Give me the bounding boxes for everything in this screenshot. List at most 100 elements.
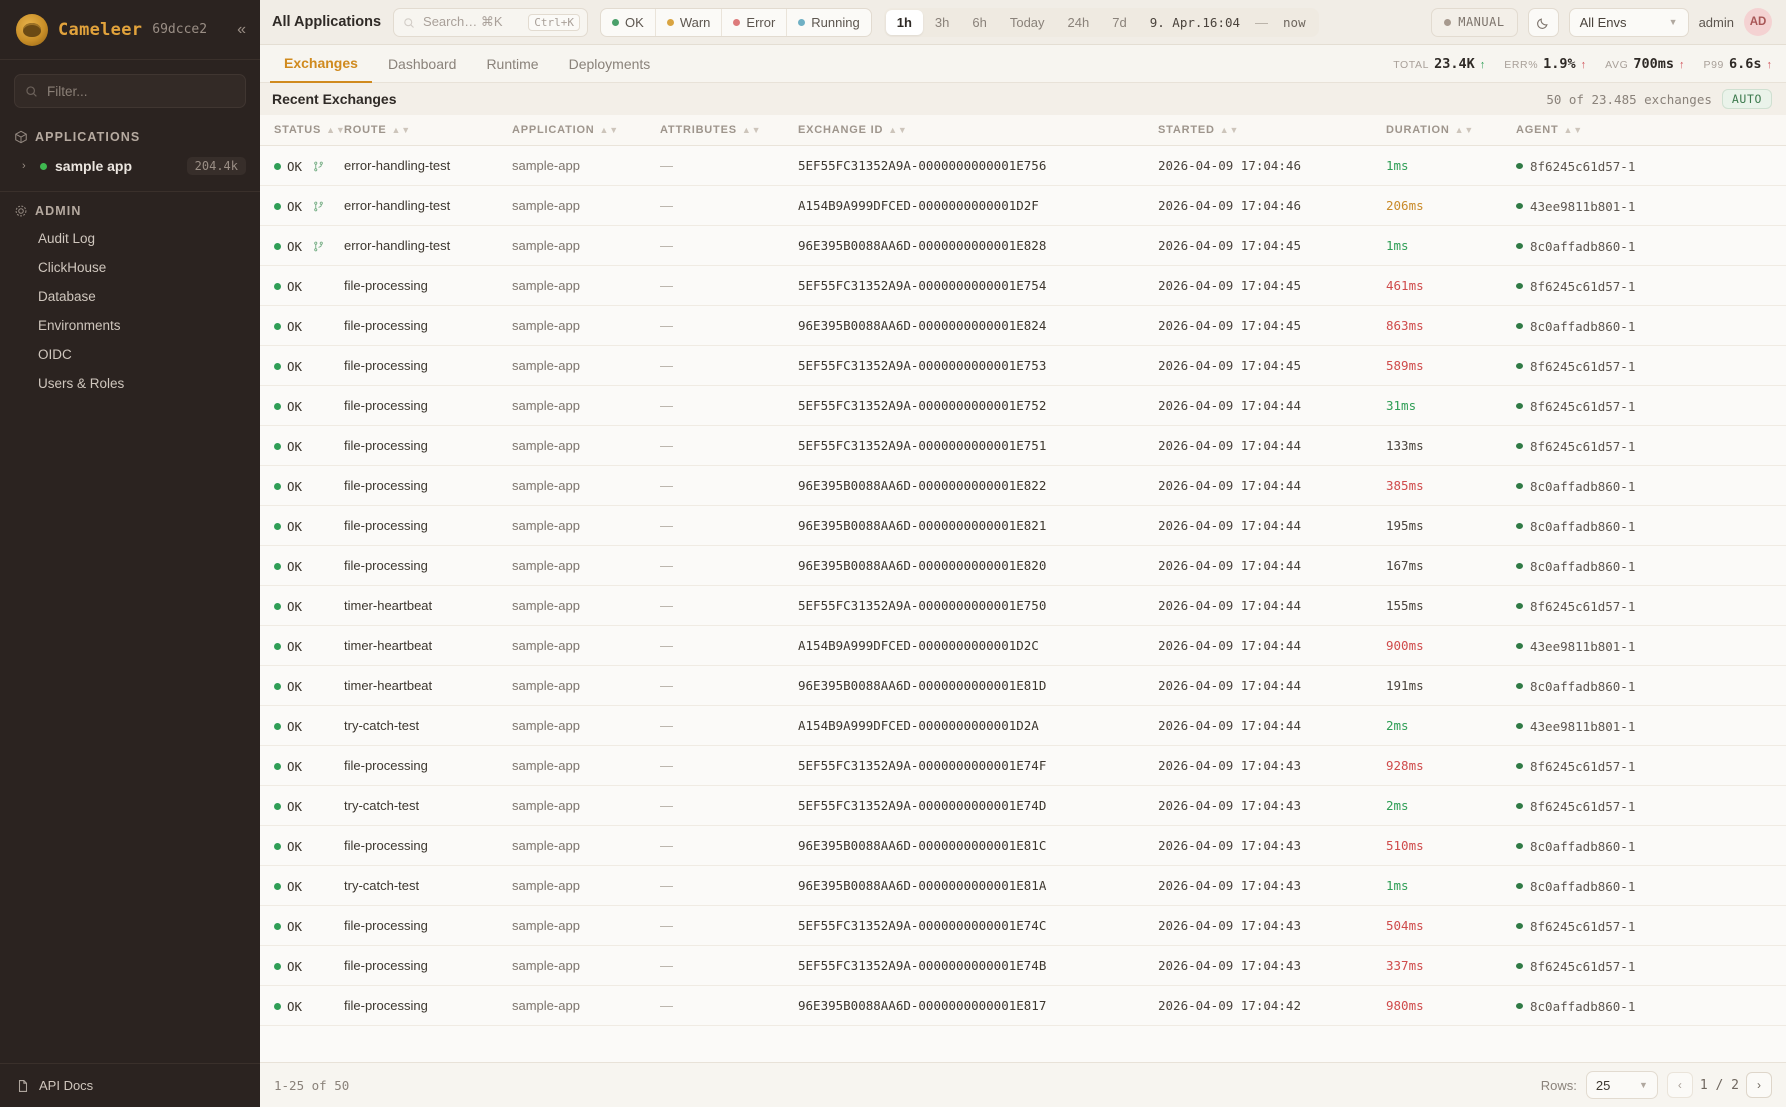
cell-duration: 191ms — [1386, 665, 1516, 706]
auto-refresh-badge[interactable]: AUTO — [1721, 89, 1772, 109]
cell-attributes: — — [660, 225, 798, 266]
tab-deployments[interactable]: Deployments — [568, 56, 651, 72]
cell-started: 2026-04-09 17:04:45 — [1158, 225, 1386, 266]
status-filter-warn[interactable]: Warn — [656, 8, 723, 36]
rows-per-page-select[interactable]: 25 ▼ — [1585, 1071, 1658, 1099]
table-row[interactable]: OK file-processing sample-app —5EF55FC31352… — [260, 385, 1786, 426]
cell-duration: 2ms — [1386, 705, 1516, 746]
table-row[interactable]: OK file-processing sample-app —96E395B0088A… — [260, 545, 1786, 586]
status-filter-running[interactable]: Running — [787, 9, 870, 36]
status-filter-error[interactable]: Error — [722, 8, 788, 36]
metric-err-value: 1.9% — [1543, 55, 1576, 72]
tab-dashboard[interactable]: Dashboard — [387, 56, 457, 72]
status-label: OK — [287, 318, 303, 334]
table-row[interactable]: OK file-processing sample-app —5EF55FC31352… — [260, 945, 1786, 986]
table-row[interactable]: OK file-processing sample-app —96E395B0088A… — [260, 465, 1786, 506]
table-row[interactable]: OK file-processing sample-app —5EF55FC31352… — [260, 265, 1786, 306]
table-row[interactable]: OK file-processing sample-app —96E395B0088A… — [260, 305, 1786, 346]
cell-started: 2026-04-09 17:04:46 — [1158, 145, 1386, 186]
cell-duration: 337ms — [1386, 945, 1516, 986]
table-row[interactable]: OK file-processing sample-app —96E395B0088A… — [260, 985, 1786, 1026]
table-row[interactable]: OK try-catch-test sample-app —96E395B0088AA… — [260, 865, 1786, 906]
status-label: OK — [287, 878, 303, 894]
moon-icon[interactable] — [1527, 7, 1559, 37]
user-name: admin — [1698, 14, 1734, 30]
time-range-today[interactable]: Today — [1009, 14, 1045, 30]
status-dot — [274, 842, 281, 850]
status-label: OK — [287, 998, 303, 1014]
cell-attributes: — — [660, 145, 798, 186]
column-header-duration[interactable]: DURATION ▲▼ — [1386, 115, 1516, 146]
cell-attributes: — — [660, 665, 798, 706]
cell-attributes: — — [660, 945, 798, 986]
table-row[interactable]: OK file-processing sample-app —96E395B0088A… — [260, 825, 1786, 866]
sidebar-item-users-roles[interactable]: Users & Roles — [38, 376, 125, 391]
table-row[interactable]: OK timer-heartbeat sample-app —96E395B0088A… — [260, 665, 1786, 706]
search-input[interactable]: Search… ⌘K Ctrl+K — [393, 7, 589, 37]
branch-icon — [313, 161, 324, 172]
table-row[interactable]: OK error-handling-test sample-app —5EF55FC3… — [260, 145, 1786, 186]
table-row[interactable]: OK timer-heartbeat sample-app — A154B9A999DF… — [260, 625, 1786, 666]
column-header-route[interactable]: ROUTE ▲▼ — [344, 115, 512, 146]
cell-application: sample-app — [512, 865, 660, 906]
cell-status: OK — [260, 305, 344, 346]
time-range-7d[interactable]: 7d — [1112, 14, 1127, 30]
table-row[interactable]: OK timer-heartbeat sample-app —5EF55FC31352… — [260, 585, 1786, 626]
column-header-attributes[interactable]: ATTRIBUTES ▲▼ — [660, 115, 798, 146]
chevrons-left-icon[interactable]: « — [237, 20, 246, 38]
cell-status: OK — [260, 185, 344, 226]
chevron-right-icon[interactable]: › — [22, 160, 26, 172]
time-range-to[interactable]: now — [1283, 14, 1306, 30]
tab-exchanges[interactable]: Exchanges — [270, 46, 372, 83]
table-row[interactable]: OK file-processing sample-app —5EF55FC31352… — [260, 745, 1786, 786]
manual-refresh-button[interactable]: MANUAL — [1431, 7, 1518, 37]
time-range-1h[interactable]: 1h — [885, 9, 923, 35]
column-header-application[interactable]: APPLICATION ▲▼ — [512, 115, 660, 146]
sidebar-item-oidc[interactable]: OIDC — [38, 347, 72, 362]
table-row[interactable]: OK try-catch-test sample-app —5EF55FC31352A… — [260, 785, 1786, 826]
sidebar-item-database[interactable]: Database — [38, 289, 96, 304]
environment-select[interactable]: All Envs ▼ — [1568, 7, 1689, 37]
table-row[interactable]: OK try-catch-test sample-app — A154B9A999DFC… — [260, 705, 1786, 746]
column-header-agent[interactable]: AGENT ▲▼ — [1516, 115, 1786, 146]
column-header-exchange-id[interactable]: EXCHANGE ID ▲▼ — [798, 115, 1158, 146]
sidebar-item-clickhouse[interactable]: ClickHouse — [38, 260, 107, 275]
cell-route: file-processing — [344, 345, 512, 386]
chevron-left-icon[interactable]: ‹ — [1666, 1072, 1693, 1098]
filter-box[interactable] — [14, 74, 246, 108]
cell-started: 2026-04-09 17:04:44 — [1158, 705, 1386, 746]
chevron-right-icon[interactable]: › — [1746, 1072, 1772, 1098]
column-header-status[interactable]: STATUS ▲▼ — [260, 115, 346, 146]
cell-started: 2026-04-09 17:04:46 — [1158, 185, 1386, 226]
filter-input[interactable] — [47, 83, 235, 99]
cell-route: error-handling-test — [344, 185, 512, 226]
time-range-3h[interactable]: 3h — [934, 14, 950, 30]
time-range-from[interactable]: 9. Apr.16:04 — [1149, 14, 1241, 30]
exchanges-table-wrapper[interactable]: STATUS ▲▼ ROUTE ▲▼ APPLICATION ▲▼ ATTRIBUTE… — [260, 115, 1786, 1062]
status-dot — [274, 202, 281, 210]
cell-exchange-id: 5EF55FC31352A9A-0000000000001E753 — [798, 345, 1158, 386]
sort-icon: ▲▼ — [326, 124, 346, 135]
time-range-24h[interactable]: 24h — [1067, 14, 1090, 30]
table-row[interactable]: OK file-processing sample-app —5EF55FC31352… — [260, 425, 1786, 466]
cell-attributes: — — [660, 465, 798, 506]
column-header-started[interactable]: STARTED ▲▼ — [1158, 115, 1386, 146]
cell-attributes: — — [660, 785, 798, 826]
status-filter-ok[interactable]: OK — [601, 8, 656, 36]
avatar[interactable]: AD — [1744, 8, 1772, 36]
tab-runtime[interactable]: Runtime — [486, 56, 539, 72]
sidebar-item-environments[interactable]: Environments — [38, 318, 121, 333]
time-range-6h[interactable]: 6h — [972, 14, 987, 30]
cell-started: 2026-04-09 17:04:44 — [1158, 625, 1386, 666]
table-row[interactable]: OK error-handling-test sample-app — A154B9A9… — [260, 185, 1786, 226]
sidebar-item-audit-log[interactable]: Audit Log — [38, 231, 96, 246]
table-row[interactable]: OK error-handling-test sample-app —96E395B0… — [260, 225, 1786, 266]
sidebar-item-sample-app[interactable]: › sample app 204.4k — [0, 150, 260, 182]
metric-p99-key: P99 — [1703, 58, 1724, 71]
rows-per-page-label: Rows: — [1540, 1077, 1577, 1093]
table-row[interactable]: OK file-processing sample-app —5EF55FC31352… — [260, 905, 1786, 946]
sidebar-item-api-docs[interactable]: API Docs — [0, 1063, 260, 1107]
sort-icon: ▲▼ — [888, 124, 908, 135]
table-row[interactable]: OK file-processing sample-app —96E395B0088A… — [260, 505, 1786, 546]
table-row[interactable]: OK file-processing sample-app —5EF55FC31352… — [260, 345, 1786, 386]
